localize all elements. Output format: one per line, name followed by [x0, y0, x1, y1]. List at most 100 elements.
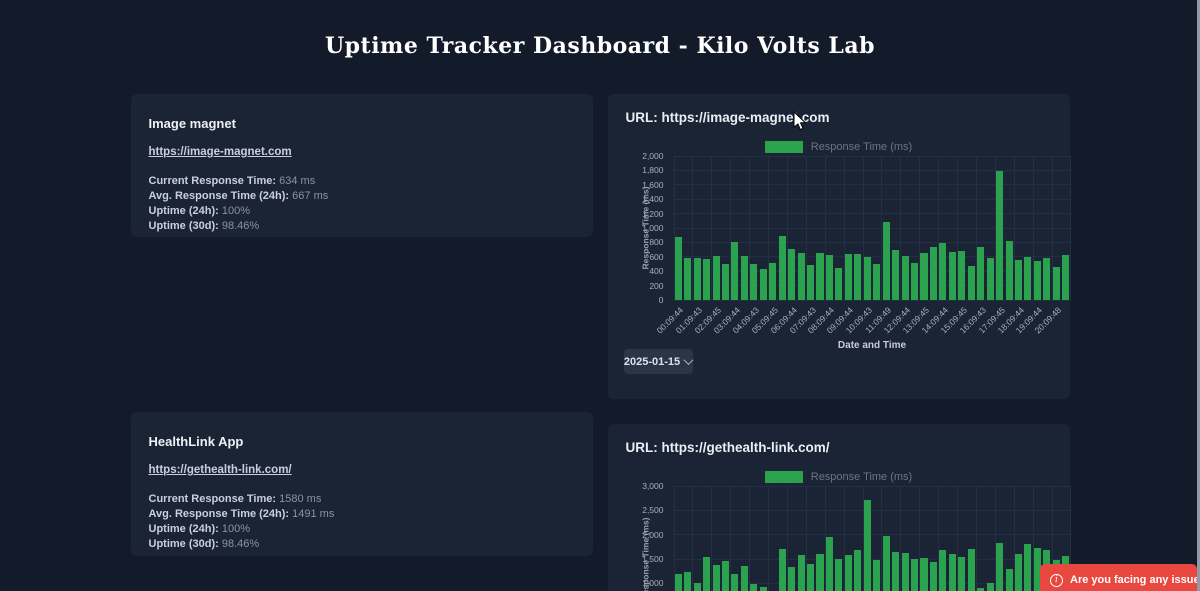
response-time-bar — [693, 582, 701, 591]
gridline — [994, 486, 996, 591]
issue-feedback-badge[interactable]: i Are you facing any issue? — [1040, 564, 1200, 591]
gridline — [692, 156, 694, 300]
response-time-bar — [882, 536, 890, 591]
scrollbar[interactable] — [1197, 0, 1200, 591]
gridline — [881, 486, 883, 591]
gridline — [938, 156, 940, 300]
gridline — [1013, 486, 1015, 591]
monitor-url-link[interactable]: https://image-magnet.com — [148, 146, 292, 158]
gridline — [824, 486, 826, 591]
gridline — [786, 486, 788, 591]
response-time-bar — [939, 549, 947, 591]
plot-area — [673, 485, 1071, 591]
gridline — [673, 227, 1071, 229]
y-tick-label: 2,500 — [642, 505, 664, 516]
y-tick-label: 2,000 — [642, 151, 664, 161]
gridline — [673, 270, 1071, 272]
y-tick-label: 2,000 — [642, 529, 664, 540]
gridline — [673, 509, 1071, 511]
response-time-bar — [1033, 261, 1041, 300]
chart-card-image-magnet: URL: https://image-magnet.com Response T… — [607, 94, 1071, 399]
plot-row: Response Time (ms) 0 200 400 600 800 1,000 1,2… — [626, 151, 1071, 305]
response-time-bar — [1014, 260, 1023, 300]
gridline — [749, 156, 751, 300]
gridline — [1069, 156, 1071, 300]
y-tick-label: 1,800 — [642, 165, 664, 176]
gridline — [768, 486, 770, 591]
response-time-bar — [939, 242, 947, 300]
gridline — [975, 156, 977, 300]
response-time-bar — [986, 582, 994, 591]
response-time-bar — [731, 574, 739, 591]
gridline — [862, 156, 864, 300]
response-time-bar — [873, 263, 881, 300]
gridline — [673, 299, 1071, 301]
stat-uptime-30d: Uptime (30d): 98.46% — [148, 538, 260, 550]
y-tick-label: 1,200 — [642, 208, 664, 219]
response-time-bar — [892, 250, 900, 300]
monitor-name: Image magnet — [148, 116, 236, 131]
response-time-bar — [740, 255, 748, 300]
chart-url-title: URL: https://gethealth-link.com/ — [625, 440, 830, 455]
response-time-bar — [778, 235, 786, 300]
gridline — [1069, 486, 1071, 591]
stat-avg-response-time: Avg. Response Time (24h): 1491 ms — [148, 508, 335, 520]
gridline — [730, 486, 732, 591]
response-time-bar — [901, 552, 909, 591]
response-time-bar — [703, 258, 711, 300]
x-axis-title: Date and Time — [837, 340, 907, 351]
response-time-bar — [750, 583, 758, 591]
gridline — [673, 169, 1071, 171]
response-time-bar — [797, 252, 805, 300]
legend-swatch — [764, 141, 803, 153]
gridline — [711, 156, 713, 300]
response-time-bar — [882, 221, 890, 300]
response-time-bar — [854, 253, 862, 300]
response-time-bar — [1024, 256, 1032, 300]
response-time-bar — [721, 264, 729, 300]
response-time-bar — [1005, 241, 1013, 300]
response-time-bar — [759, 586, 767, 591]
stat-current-response-time: Current Response Time: 1580 ms — [148, 493, 322, 505]
gridline — [1051, 156, 1053, 300]
gridline — [1013, 156, 1015, 300]
response-time-bar — [778, 549, 786, 591]
y-axis-labels: 0 200 400 600 800 1,000 1,200 1,400 1,600 1,800 2,… — [626, 151, 670, 305]
gridline — [673, 486, 675, 591]
response-time-bar — [1033, 548, 1041, 591]
gridline — [843, 486, 845, 591]
response-time-bar — [835, 558, 843, 591]
legend-swatch — [764, 471, 803, 483]
y-tick-label: 800 — [649, 237, 664, 248]
gridline — [862, 486, 864, 591]
response-time-bar — [920, 252, 928, 300]
response-time-bar — [740, 566, 748, 591]
gridline — [673, 184, 1071, 186]
gridline — [673, 256, 1071, 258]
response-time-bar — [977, 247, 985, 300]
response-time-bar — [731, 242, 739, 300]
stat-avg-response-time: Avg. Response Time (24h): 667 ms — [148, 190, 329, 202]
mouse-pointer-icon — [793, 111, 807, 131]
gridline — [919, 156, 921, 300]
gridline — [900, 486, 902, 591]
gridline — [957, 486, 959, 591]
response-time-bar — [863, 256, 871, 300]
response-time-bar — [854, 550, 862, 591]
response-time-bar — [901, 255, 909, 300]
response-time-bar — [986, 257, 994, 300]
gridline — [673, 155, 1071, 157]
response-time-bar — [958, 557, 966, 591]
chart-legend: Response Time (ms) — [626, 471, 1052, 483]
response-time-bar — [1052, 267, 1060, 300]
response-time-bar — [759, 269, 767, 300]
plot-area — [673, 155, 1071, 301]
date-selector[interactable]: 2025-01-15 — [623, 349, 694, 374]
x-axis-labels: 00:09:44 01:09:43 02:09:45 03:09:44 04:09:43… — [626, 300, 1064, 340]
gridline — [730, 156, 732, 300]
info-circle-icon: i — [1050, 573, 1063, 587]
monitor-url-link[interactable]: https://gethealth-link.com/ — [148, 464, 292, 476]
